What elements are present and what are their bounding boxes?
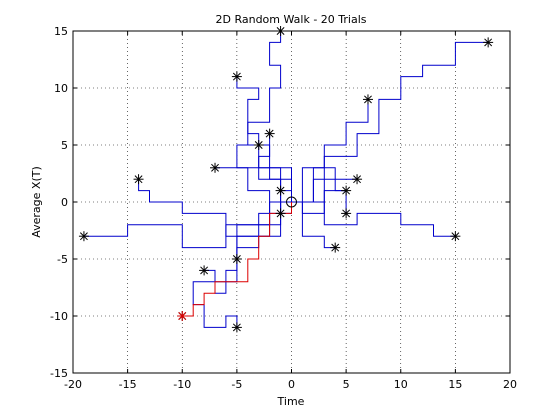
walk-line	[138, 179, 292, 237]
endpoint-marker	[264, 128, 275, 139]
x-tick-label: 15	[448, 378, 462, 391]
endpoint-marker	[199, 265, 210, 276]
walk-line	[236, 144, 292, 202]
x-tick-label: -10	[173, 378, 191, 391]
walk-line	[291, 99, 369, 203]
endpoint-marker	[275, 185, 286, 196]
y-tick-label: 15	[54, 25, 68, 38]
y-axis-label: Average X(T)	[30, 166, 43, 238]
highlighted-endpoint-marker	[177, 311, 188, 321]
walk-line	[291, 201, 456, 237]
y-tick-label: -15	[50, 367, 68, 380]
endpoint-marker	[231, 254, 242, 264]
endpoint-marker	[483, 37, 494, 48]
endpoint-marker	[253, 140, 264, 150]
y-tick-label: 10	[54, 82, 68, 95]
endpoint-marker	[210, 162, 221, 173]
grid-lines	[73, 31, 510, 373]
x-tick-label: 10	[394, 378, 408, 391]
y-tick-label: -10	[50, 310, 68, 323]
endpoint-marker	[341, 185, 352, 196]
start-point-marker	[286, 196, 297, 208]
endpoint-marker	[133, 174, 144, 185]
endpoint-marker	[450, 231, 461, 242]
x-tick-label: 0	[288, 378, 295, 391]
x-tick-label: 20	[503, 378, 517, 391]
chart-title: 2D Random Walk - 20 Trials	[215, 13, 366, 26]
walk-line	[247, 31, 292, 202]
highlighted-walk-line	[182, 202, 292, 317]
endpoint-marker	[231, 71, 242, 82]
endpoint-marker	[362, 94, 373, 105]
endpoint-marker	[231, 322, 242, 333]
y-tick-label: 0	[61, 196, 68, 209]
walk-line	[291, 41, 489, 203]
endpoint-marker	[330, 242, 341, 253]
endpoint-marker	[352, 174, 363, 185]
x-tick-label: -20	[64, 378, 82, 391]
x-tick-label: -15	[119, 378, 137, 391]
x-tick-label: -5	[231, 378, 242, 391]
endpoint-marker	[275, 208, 286, 219]
endpoint-marker	[78, 231, 89, 242]
endpoint-marker	[341, 208, 352, 219]
x-axis-label: Time	[277, 395, 305, 408]
y-tick-label: -5	[57, 253, 68, 266]
x-tick-label: 5	[343, 378, 350, 391]
y-tick-label: 5	[61, 139, 68, 152]
